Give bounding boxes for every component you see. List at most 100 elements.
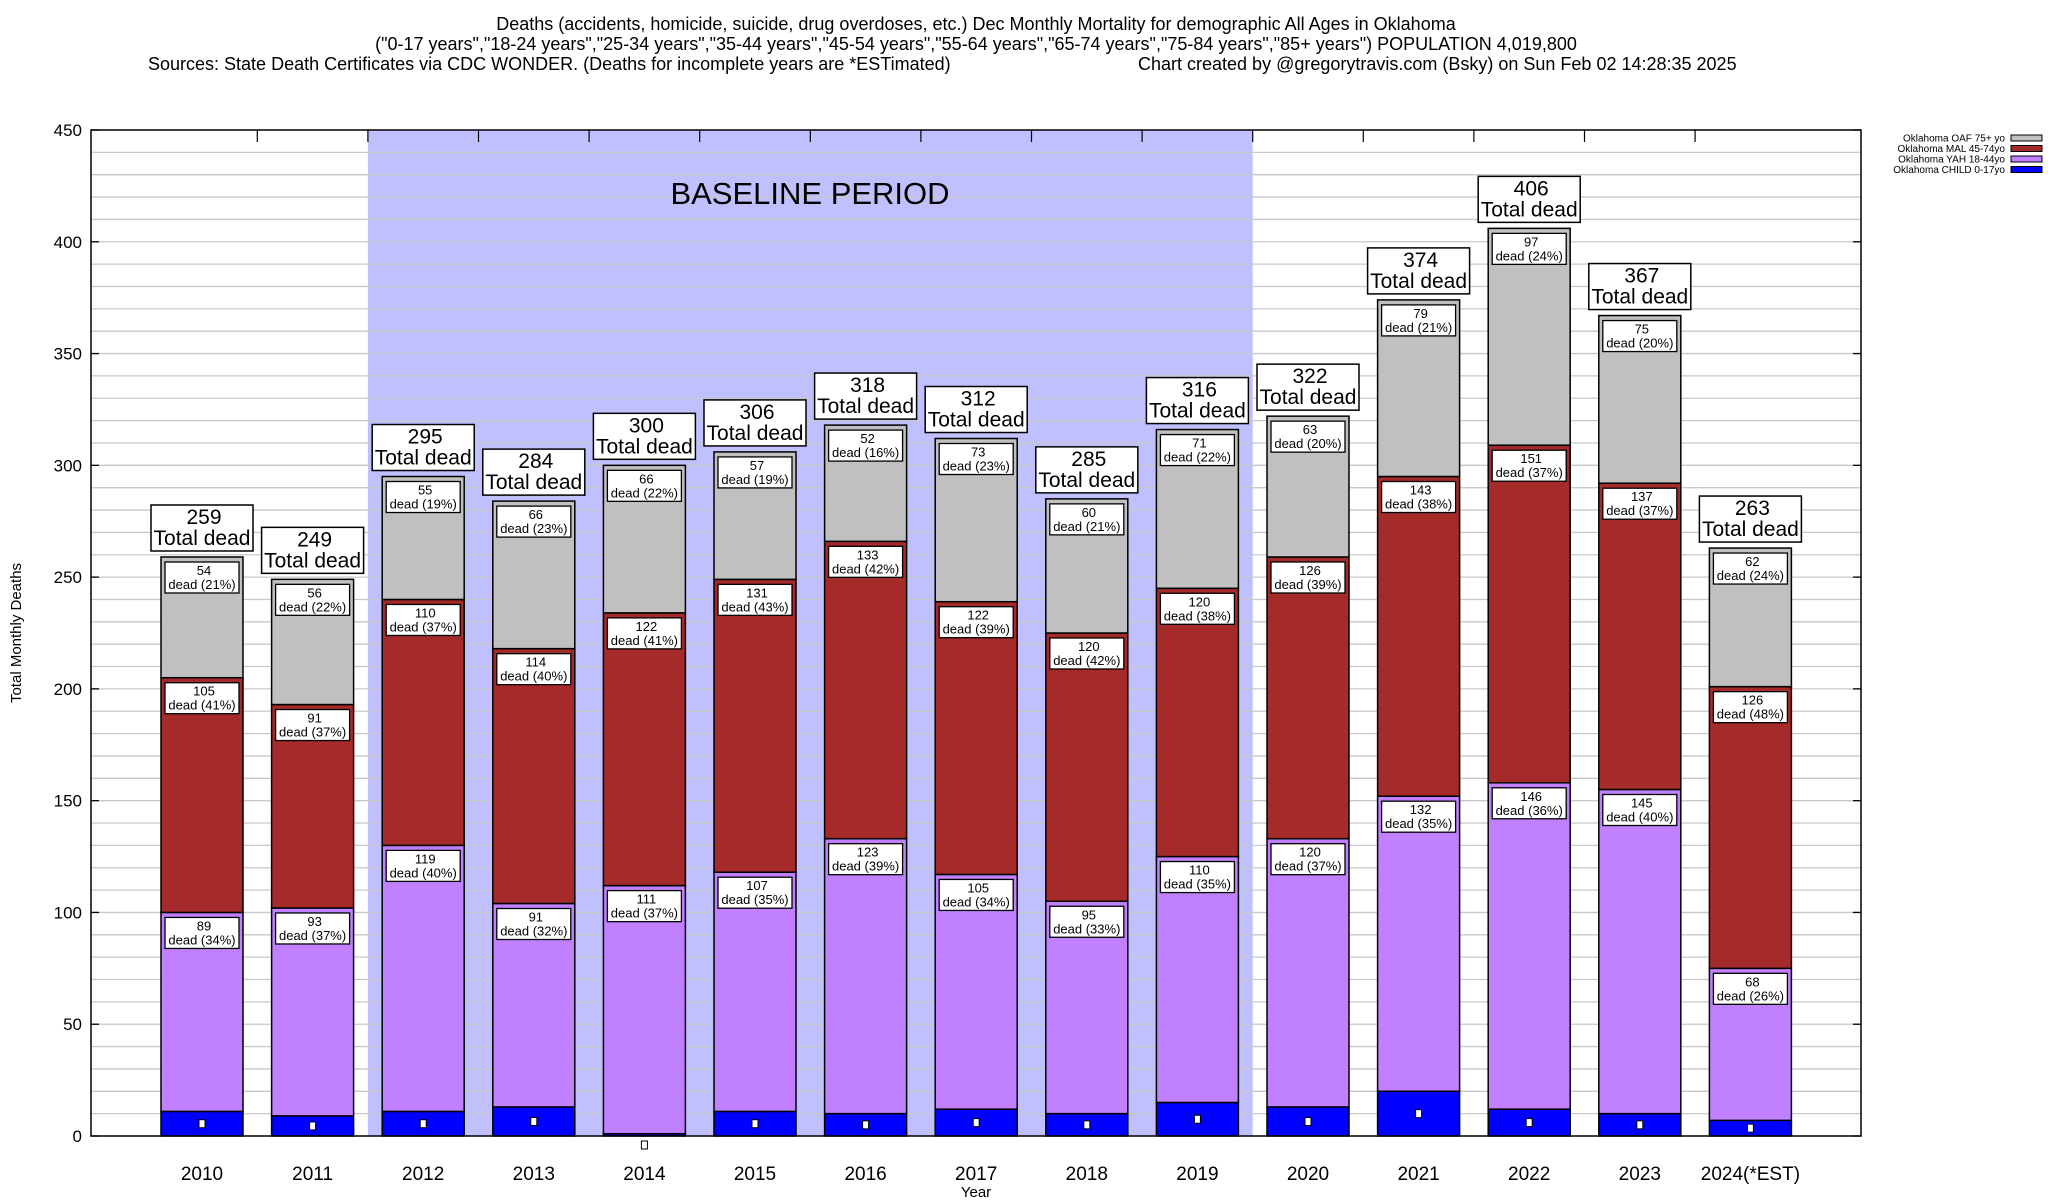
segment-value-label: 105 [967,880,989,895]
bar-segment-oklahoma-yah-18-44yo [602,884,687,1135]
segment-label-box [1712,691,1789,724]
total-dead-label: Total dead [1038,469,1135,492]
chart-title: Deaths (accidents, homicide, suicide, dr… [148,14,1737,74]
total-value-label: 306 [739,401,774,424]
y-tick-label: 350 [54,345,82,364]
segment-percent-label: dead (39%) [1274,577,1341,592]
total-dead-label: Total dead [264,549,361,572]
total-value-label: 318 [850,374,885,397]
total-label-box [592,412,697,461]
total-value-label: 249 [297,528,332,551]
segment-label-box [827,429,904,462]
total-label-box [1366,247,1471,295]
total-dead-label: Total dead [707,422,804,445]
segment-label-box [1270,561,1346,594]
segment-percent-label: dead (19%) [721,472,788,487]
x-tick-label: 2016 [844,1164,886,1185]
total-value-label: 285 [1071,448,1106,471]
segment-percent-label: dead (34%) [943,894,1010,909]
bar-segment-oklahoma-mal-45-74yo [1376,475,1461,797]
segment-value-label: 110 [1189,863,1210,878]
x-tick-label: 2010 [181,1164,223,1185]
segment-label-box [385,849,461,883]
segment-label-box [827,545,904,578]
x-tick-label: 2019 [1176,1164,1218,1185]
x-tick-label: 2021 [1397,1164,1439,1185]
segment-value-label: 126 [1299,563,1321,578]
segment-label-box [1712,972,1789,1005]
segment-value-label: 151 [1520,451,1542,466]
legend-label: Oklahoma CHILD 0-17yo [1893,165,2005,176]
total-value-label: 322 [1292,365,1327,388]
y-tick-label: 400 [54,233,82,252]
segment-value-label: 145 [1631,795,1653,810]
segment-percent-label: dead (37%) [390,619,457,634]
child-marker [1415,1109,1423,1119]
segment-percent-label: dead (35%) [721,892,788,907]
bar-segment-oklahoma-yah-18-44yo [1266,837,1350,1108]
bar-segment-oklahoma-mal-45-74yo [1598,482,1682,791]
segment-label-box [496,652,572,686]
segment-label-box [1159,592,1236,625]
total-label-box [1588,262,1692,311]
total-label-box [150,504,254,552]
segment-percent-label: dead (23%) [943,459,1010,474]
total-value-label: 316 [1182,379,1217,402]
segment-value-label: 97 [1524,234,1538,249]
axes: 0 50 100 150 200 250 300 350 400 450 [54,121,1862,1146]
segment-label-box [606,889,683,923]
segment-percent-label: dead (37%) [279,725,346,740]
child-marker [530,1116,538,1126]
legend-swatch [2010,145,2043,152]
segment-percent-label: dead (16%) [832,445,899,460]
segment-value-label: 120 [1189,594,1211,609]
segment-label-box [1049,905,1125,938]
segment-label-box [496,907,572,941]
segment-value-label: 133 [857,547,879,562]
segment-value-label: 120 [1299,845,1321,860]
segment-label-box [1159,860,1236,894]
segment-percent-label: dead (21%) [1385,320,1452,335]
segment-percent-label: dead (26%) [1717,988,1784,1003]
segment-value-label: 110 [415,605,436,620]
total-value-label: 284 [518,450,553,473]
total-label-box [813,372,918,420]
segment-value-label: 68 [1745,974,1759,989]
segment-value-label: 57 [750,458,764,473]
child-marker [1636,1120,1644,1130]
segment-label-box [606,469,683,502]
segment-value-label: 119 [415,851,436,866]
legend-label: Oklahoma OAF 75+ yo [1903,134,2005,145]
total-dead-label: Total dead [928,409,1025,432]
segment-percent-label: dead (42%) [1053,653,1120,668]
segment-label-box [164,916,240,950]
segment-percent-label: dead (33%) [1053,921,1120,936]
x-tick-label: 2018 [1066,1164,1108,1185]
legend-label: Oklahoma MAL 45-74yo [1898,144,2006,155]
segment-percent-label: dead (40%) [1606,809,1673,824]
title-line-2: ("0-17 years","18-24 years","25-34 years… [375,34,1577,54]
bar-segment-oklahoma-mal-45-74yo [381,598,465,847]
segment-value-label: 60 [1082,505,1096,520]
segment-percent-label: dead (37%) [1606,503,1673,518]
segment-percent-label: dead (48%) [1717,707,1784,722]
segment-label-box [1491,449,1567,482]
legend-label: Oklahoma YAH 18-44yo [1898,155,2005,166]
segment-percent-label: dead (39%) [943,622,1010,637]
y-tick-label: 450 [54,121,82,140]
legend-swatch [2010,155,2043,163]
segment-percent-label: dead (41%) [168,698,235,713]
segment-label-box [1712,552,1789,585]
segment-value-label: 122 [636,619,658,634]
segment-value-label: 95 [1082,907,1096,922]
segment-percent-label: dead (36%) [1496,803,1563,818]
segment-value-label: 63 [1303,422,1317,437]
total-value-label: 312 [961,388,996,411]
segment-percent-label: dead (38%) [1164,608,1231,623]
y-tick-label: 200 [54,680,82,699]
segment-percent-label: dead (41%) [611,633,678,648]
total-label-box [1256,363,1360,411]
child-marker [862,1120,870,1130]
child-marker [751,1119,759,1129]
segment-value-label: 54 [197,563,211,578]
